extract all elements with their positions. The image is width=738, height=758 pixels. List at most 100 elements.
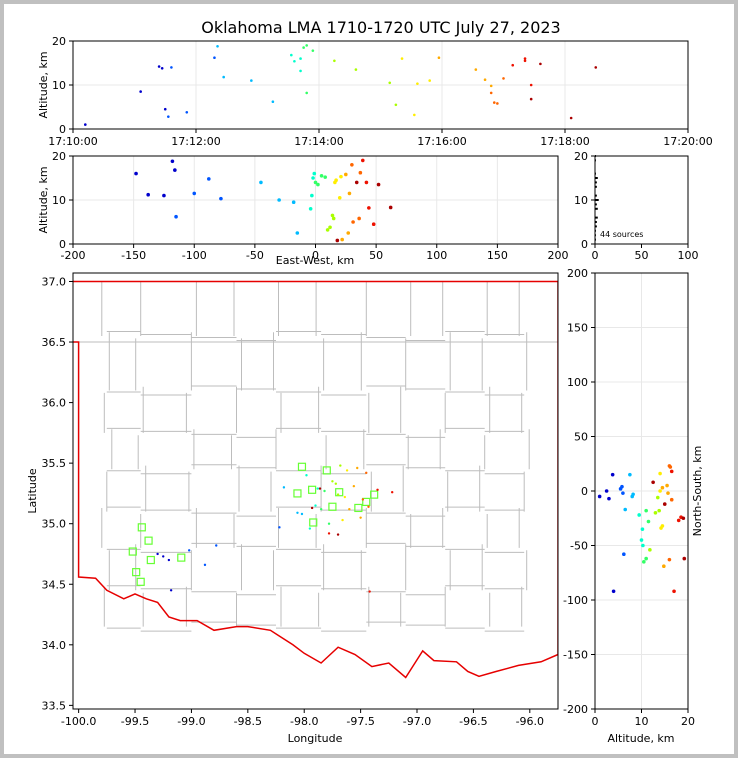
ns-altitude-point	[597, 494, 602, 499]
time-tick-label: 17:10:00	[48, 135, 97, 148]
ew-altitude-point	[219, 196, 223, 201]
histogram-panel: 0 50 100 0 10 20 44 sources	[574, 150, 699, 262]
ew-altitude-point	[376, 182, 381, 187]
longitude-tick-label: -96.5	[459, 715, 487, 728]
county-lines	[73, 281, 558, 632]
histogram-x-tick-label: 100	[678, 249, 699, 262]
ns-altitude-panel: 0 10 20 -200 -150 -100 -50 0 50 100 150 200 Altitud…	[563, 267, 704, 745]
time-altitude-point	[293, 59, 296, 63]
ns-altitude-point	[662, 502, 667, 506]
lma-figure: Oklahoma LMA 1710-1720 UTC July 27, 2023…	[26, 18, 713, 745]
time-altitude-point	[594, 66, 598, 69]
time-altitude-point	[489, 84, 493, 88]
map-point	[352, 484, 356, 488]
ns-altitude-point	[658, 489, 662, 493]
time-altitude-point	[271, 100, 275, 104]
ew-altitude-point	[367, 206, 371, 210]
time-altitude-point	[299, 69, 302, 73]
ew-altitude-point	[351, 220, 355, 224]
map-point	[187, 549, 191, 552]
map-points	[156, 464, 394, 593]
ns-alt-x-tick-label: 20	[681, 715, 695, 728]
latitude-tick-label: 36.5	[42, 336, 67, 349]
ns-tick-label: 100	[567, 376, 588, 389]
histogram-y-tick-label: 0	[581, 238, 588, 251]
time-altitude-point	[388, 81, 392, 85]
histogram-x-tick-label: 0	[592, 249, 599, 262]
time-altitude-point	[539, 62, 542, 66]
lma-station	[132, 568, 141, 577]
ns-altitude-point	[637, 513, 641, 517]
time-tick-label: 17:16:00	[417, 135, 466, 148]
longitude-tick-label: -99.0	[177, 715, 205, 728]
ew-altitude-point	[162, 193, 166, 198]
chart-title: Oklahoma LMA 1710-1720 UTC July 27, 2023	[201, 18, 560, 37]
map-point	[368, 590, 371, 593]
map-point	[348, 507, 351, 511]
ns-altitude-point	[641, 543, 645, 548]
ns-altitude-point	[660, 524, 665, 528]
longitude-tick-label: -98.5	[234, 715, 262, 728]
time-altitude-point	[569, 116, 573, 120]
map-point	[319, 507, 323, 511]
altitude-tick-label: 10	[52, 79, 66, 92]
latitude-tick-label: 34.5	[42, 578, 67, 591]
lma-station	[144, 536, 153, 545]
ns-altitude-point	[607, 496, 611, 501]
ns-tick-label: 0	[581, 485, 588, 498]
ew-altitude-point	[346, 231, 351, 235]
time-altitude-point	[502, 77, 505, 80]
map-point	[167, 558, 171, 562]
ew-altitude-point	[313, 180, 318, 185]
map-point	[314, 504, 317, 507]
lma-station	[177, 553, 186, 562]
ns-altitude-point	[676, 518, 681, 523]
figure-frame: Oklahoma LMA 1710-1720 UTC July 27, 2023…	[4, 4, 734, 754]
ns-altitude-point	[658, 471, 662, 476]
time-altitude-point	[213, 56, 216, 60]
time-tick-label: 17:14:00	[294, 135, 343, 148]
ew-altitude-point	[350, 163, 354, 167]
ew-tick-label: 0	[312, 249, 319, 262]
latitude-tick-label: 33.5	[42, 699, 67, 712]
ns-altitude-point	[640, 527, 645, 531]
time-altitude-points	[84, 44, 598, 126]
time-altitude-point	[416, 82, 419, 85]
time-altitude-point	[529, 97, 533, 101]
ew-altitude-point	[334, 178, 338, 182]
time-altitude-point	[139, 90, 142, 93]
time-altitude-point	[222, 75, 225, 79]
ew-altitude-point	[325, 228, 330, 232]
map-point	[308, 527, 312, 530]
longitude-tick-label: -97.0	[403, 715, 431, 728]
map-point	[331, 480, 334, 483]
ns-altitude-point	[657, 508, 661, 513]
ns-altitude-point	[669, 497, 674, 502]
ns-altitude-xlabel: Altitude, km	[607, 732, 674, 745]
time-altitude-point	[160, 66, 164, 70]
ew-altitude-point	[337, 196, 342, 200]
ew-altitude-tick-label: 0	[59, 238, 66, 251]
time-altitude-point	[529, 83, 533, 87]
lma-station	[322, 466, 331, 475]
ns-altitude-point	[620, 484, 624, 489]
map-point	[327, 532, 331, 535]
lma-station	[293, 489, 302, 498]
time-altitude-point	[511, 63, 515, 67]
ew-altitude-tick-label: 20	[52, 150, 66, 163]
ns-alt-x-tick-label: 10	[635, 715, 649, 728]
ew-tick-label: -100	[182, 249, 207, 262]
time-altitude-point	[428, 79, 432, 82]
time-altitude-point	[413, 113, 416, 117]
map-point	[336, 533, 340, 536]
county-boundaries	[73, 281, 558, 632]
map-point	[278, 526, 281, 529]
ns-altitude-point	[610, 472, 615, 477]
map-panel: -100.0 -99.5 -99.0 -98.5 -98.0 -97.5 -97.0 -96.…	[26, 272, 559, 745]
ns-altitude-point	[665, 483, 669, 488]
time-altitude-point	[523, 57, 527, 60]
ew-altitude-point	[316, 182, 320, 187]
ew-altitude-point	[277, 198, 281, 202]
time-altitude-point	[354, 68, 358, 71]
ns-altitude-point	[672, 589, 676, 594]
